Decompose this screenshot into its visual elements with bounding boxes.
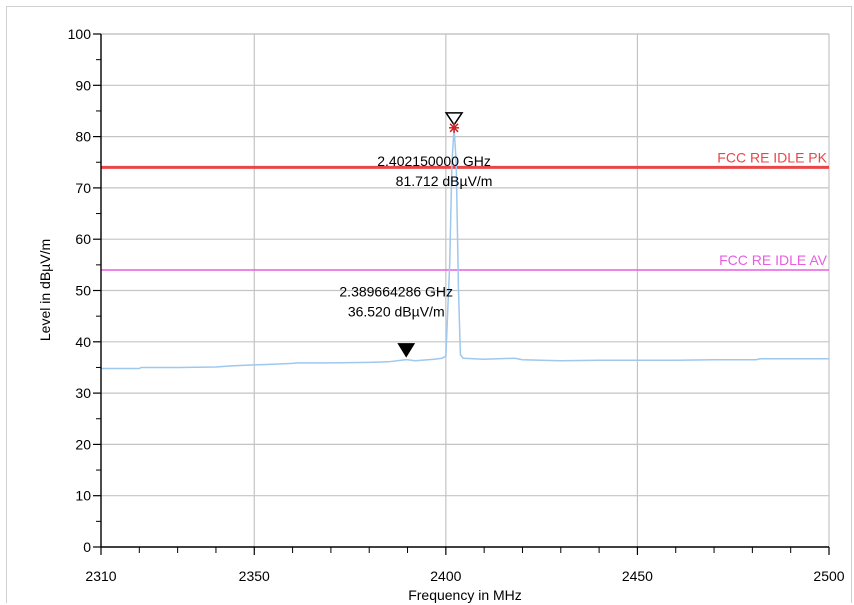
chart-frame — [6, 6, 852, 603]
x-tick-label: 2450 — [622, 568, 653, 584]
y-tick-label: 20 — [75, 436, 91, 452]
marker-level-label: 36.520 dBµV/m — [348, 304, 445, 320]
marker-level-label: 81.712 dBµV/m — [396, 173, 493, 189]
y-tick-label: 30 — [75, 385, 91, 401]
y-axis-title: Level in dBµV/m — [37, 239, 53, 341]
marker-frequency-label: 2.402150000 GHz — [377, 153, 491, 169]
marker-triangle-filled — [397, 343, 416, 358]
marker-frequency-label: 2.389664286 GHz — [339, 284, 453, 300]
y-tick-label: 50 — [75, 283, 91, 299]
limit-lines: FCC RE IDLE PK FCC RE IDLE AV — [101, 149, 829, 271]
y-tick-label: 70 — [75, 180, 91, 196]
y-tick-label: 10 — [75, 488, 91, 504]
x-tick-label: 2310 — [85, 568, 116, 584]
x-tick-label: 2500 — [813, 568, 844, 584]
y-tick-label: 0 — [83, 539, 91, 555]
x-tick-label: 2350 — [239, 568, 270, 584]
limit-line-label: FCC RE IDLE AV — [719, 252, 828, 268]
trace-line — [101, 127, 829, 370]
marker-triangle-outline — [444, 112, 464, 127]
y-tick-label: 60 — [75, 231, 91, 247]
peak-star-mark — [449, 123, 459, 133]
y-tick-label: 40 — [75, 334, 91, 350]
x-tick-label: 2400 — [430, 568, 461, 584]
trace — [101, 127, 829, 370]
y-tick-label: 90 — [75, 77, 91, 93]
y-tick-label: 100 — [68, 26, 92, 42]
axes: 2310 2350 2400 2450 2500 0 10 20 30 40 50 60 70 80 90 1… — [68, 26, 845, 584]
x-axis-title: Frequency in MHz — [408, 587, 522, 603]
grid — [101, 33, 830, 547]
limit-line-label: FCC RE IDLE PK — [717, 149, 827, 165]
markers: 2.402150000 GHz 81.712 dBµV/m 2.389664286 … — [339, 112, 493, 358]
y-tick-label: 80 — [75, 129, 91, 145]
